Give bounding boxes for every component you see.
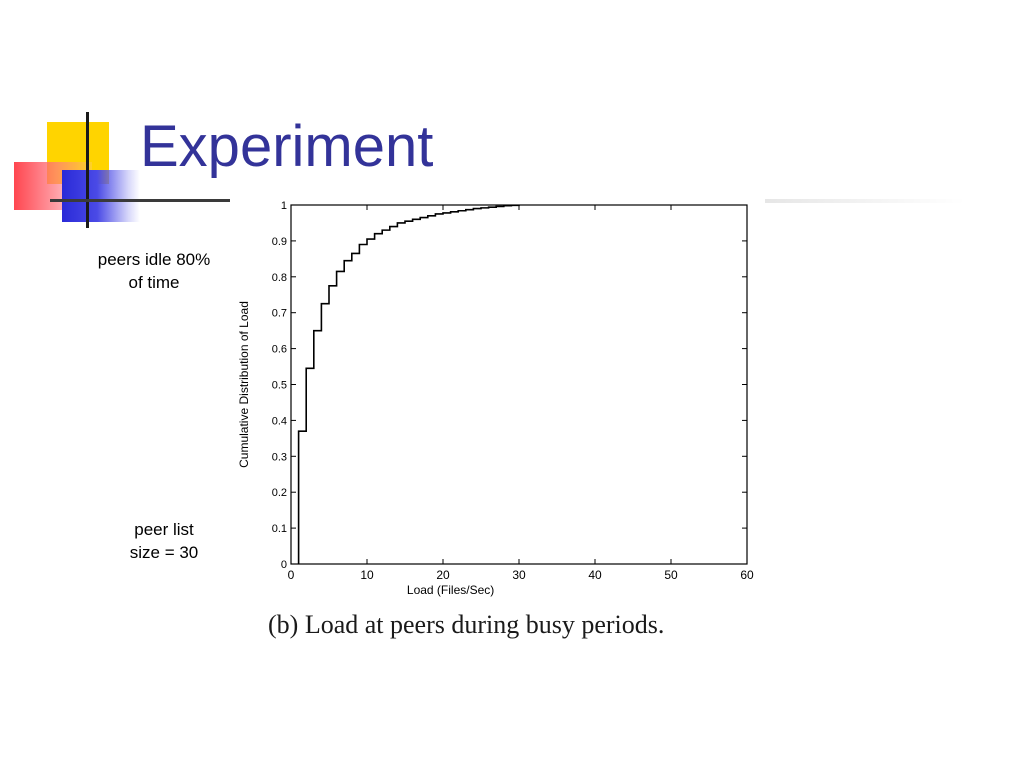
x-tick-label: 0 [288, 568, 295, 582]
note-peer-list-size: peer list size = 30 [129, 520, 199, 562]
note-peers-idle: peers idle 80% of time [97, 250, 211, 292]
y-tick-label: 0.5 [272, 380, 287, 392]
cdf-series-line [297, 204, 520, 564]
y-tick-label: 0.9 [272, 236, 287, 248]
x-axis-label: Load (Files/Sec) [407, 583, 494, 597]
y-tick-label: 0.6 [272, 344, 287, 356]
faded-rule-decoration [765, 199, 965, 203]
y-tick-label: 0.4 [272, 415, 287, 427]
slide-title: Experiment [140, 114, 434, 179]
x-tick-label: 50 [664, 568, 678, 582]
horizontal-rule-decoration [50, 199, 230, 202]
y-tick-label: 0.1 [272, 523, 287, 535]
y-axis-label: Cumulative Distribution of Load [237, 301, 251, 468]
chart-caption: (b) Load at peers during busy periods. [268, 610, 665, 639]
y-tick-label: 0.2 [272, 487, 287, 499]
plot-frame [290, 204, 748, 565]
x-tick-label: 60 [740, 568, 754, 582]
x-tick-label: 40 [588, 568, 602, 582]
x-tick-label: 30 [512, 568, 526, 582]
vertical-rule-decoration [86, 112, 89, 228]
y-tick-label: 0.3 [272, 451, 287, 463]
x-tick-label: 10 [360, 568, 374, 582]
x-tick-label: 20 [436, 568, 450, 582]
y-tick-label: 0 [281, 559, 287, 571]
blue-square-decoration [62, 170, 140, 222]
cdf-chart: 0 10 20 30 40 50 60 0 0.1 0.2 0.3 0.4 0.5 0.6 0.7 0.8 0.… [237, 200, 754, 597]
y-tick-label: 0.8 [272, 272, 287, 284]
y-tick-label: 0.7 [272, 308, 287, 320]
y-tick-label: 1 [281, 200, 287, 212]
